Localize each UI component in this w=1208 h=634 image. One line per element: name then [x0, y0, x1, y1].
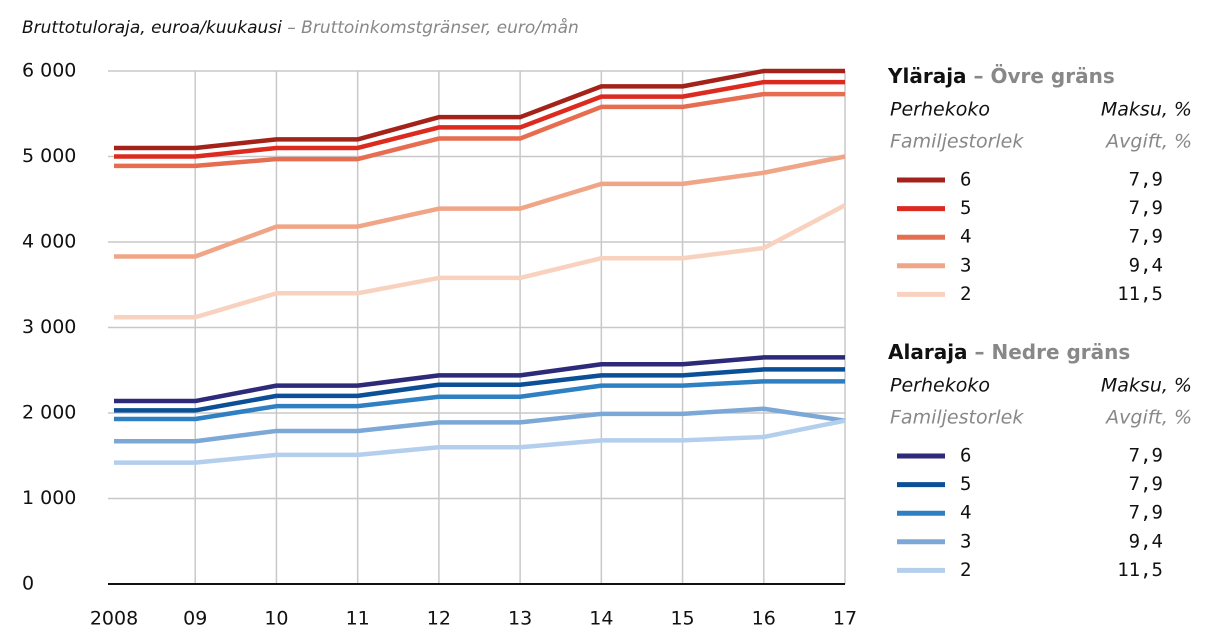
legend-col1: Perhekoko — [890, 99, 990, 121]
legend-label: 5 — [960, 473, 971, 495]
legend-label: 3 — [960, 530, 971, 552]
legend-col1-sv: Familjestorlek — [890, 131, 1024, 153]
legend-fee: 11,5 — [1117, 283, 1163, 305]
series-line — [114, 91, 845, 169]
legend-group-name: Alaraja — [888, 340, 968, 364]
subtitle: – Bruttoinkomstgränser, euro/mån — [287, 17, 579, 38]
legend-label: 2 — [960, 283, 971, 305]
legend-group-title: Alaraja – Nedre gräns — [888, 340, 1130, 364]
series-line — [114, 355, 845, 404]
x-tick-label: 09 — [183, 608, 207, 630]
legend-col2-sv: Avgift, % — [1104, 131, 1192, 153]
y-tick-label: 2 000 — [22, 402, 76, 424]
title: Bruttotuloraja, euroa/kuukausi — [22, 18, 282, 38]
legend-fee: 9,4 — [1129, 530, 1163, 552]
legend-label: 3 — [960, 254, 971, 276]
legend-group-title: Yläraja – Övre gräns — [887, 64, 1115, 88]
legend-fee: 7,9 — [1129, 502, 1163, 524]
legend-fee: 7,9 — [1129, 197, 1163, 219]
legend-label: 2 — [960, 559, 971, 581]
legend-group-name-sv: – Övre gräns — [974, 64, 1115, 88]
x-tick-label: 14 — [589, 608, 613, 630]
series-line — [114, 406, 846, 444]
y-tick-label: 4 000 — [22, 231, 76, 253]
y-tick-label: 5 000 — [22, 145, 76, 167]
legend-fee: 7,9 — [1129, 169, 1163, 191]
series-line — [114, 68, 845, 151]
legend-col2-sv: Avgift, % — [1104, 407, 1192, 429]
series-line — [114, 418, 846, 465]
legend-group-name: Yläraja — [887, 64, 967, 88]
x-tick-label: 2008 — [90, 608, 138, 630]
legend-fee: 7,9 — [1129, 226, 1163, 248]
series-line — [114, 79, 845, 159]
x-tick-label: 15 — [670, 608, 694, 630]
legend-label: 6 — [960, 169, 971, 191]
x-tick-label: 11 — [346, 608, 370, 630]
legend-col2: Maksu, % — [1101, 375, 1192, 397]
series-line — [114, 203, 847, 320]
series-line — [114, 379, 845, 422]
legend-fee: 7,9 — [1129, 445, 1163, 467]
x-tick-label: 10 — [264, 608, 288, 630]
y-tick-label: 3 000 — [22, 316, 76, 338]
y-tick-label: 6 000 — [22, 60, 76, 82]
legend-col1-sv: Familjestorlek — [890, 407, 1024, 429]
y-tick-label: 1 000 — [22, 487, 76, 509]
legend-fee: 9,4 — [1129, 254, 1163, 276]
legend-label: 5 — [960, 197, 971, 219]
x-tick-label: 13 — [508, 608, 532, 630]
x-tick-label: 16 — [752, 608, 776, 630]
x-tick-label: 17 — [833, 608, 857, 630]
y-tick-label: 0 — [22, 573, 34, 595]
series-line — [114, 154, 846, 259]
legend-group-name-sv: – Nedre gräns — [975, 340, 1131, 364]
legend-label: 6 — [960, 445, 971, 467]
legend-col2: Maksu, % — [1101, 99, 1192, 121]
legend-fee: 7,9 — [1129, 473, 1163, 495]
legend-fee: 11,5 — [1117, 559, 1163, 581]
legend-label: 4 — [960, 502, 971, 524]
chart-title: Bruttotuloraja, euroa/kuukausi – Bruttoi… — [22, 17, 579, 38]
series-line — [114, 367, 845, 413]
legend-col1: Perhekoko — [890, 375, 990, 397]
x-tick-label: 12 — [427, 608, 451, 630]
legend-label: 4 — [960, 226, 971, 248]
